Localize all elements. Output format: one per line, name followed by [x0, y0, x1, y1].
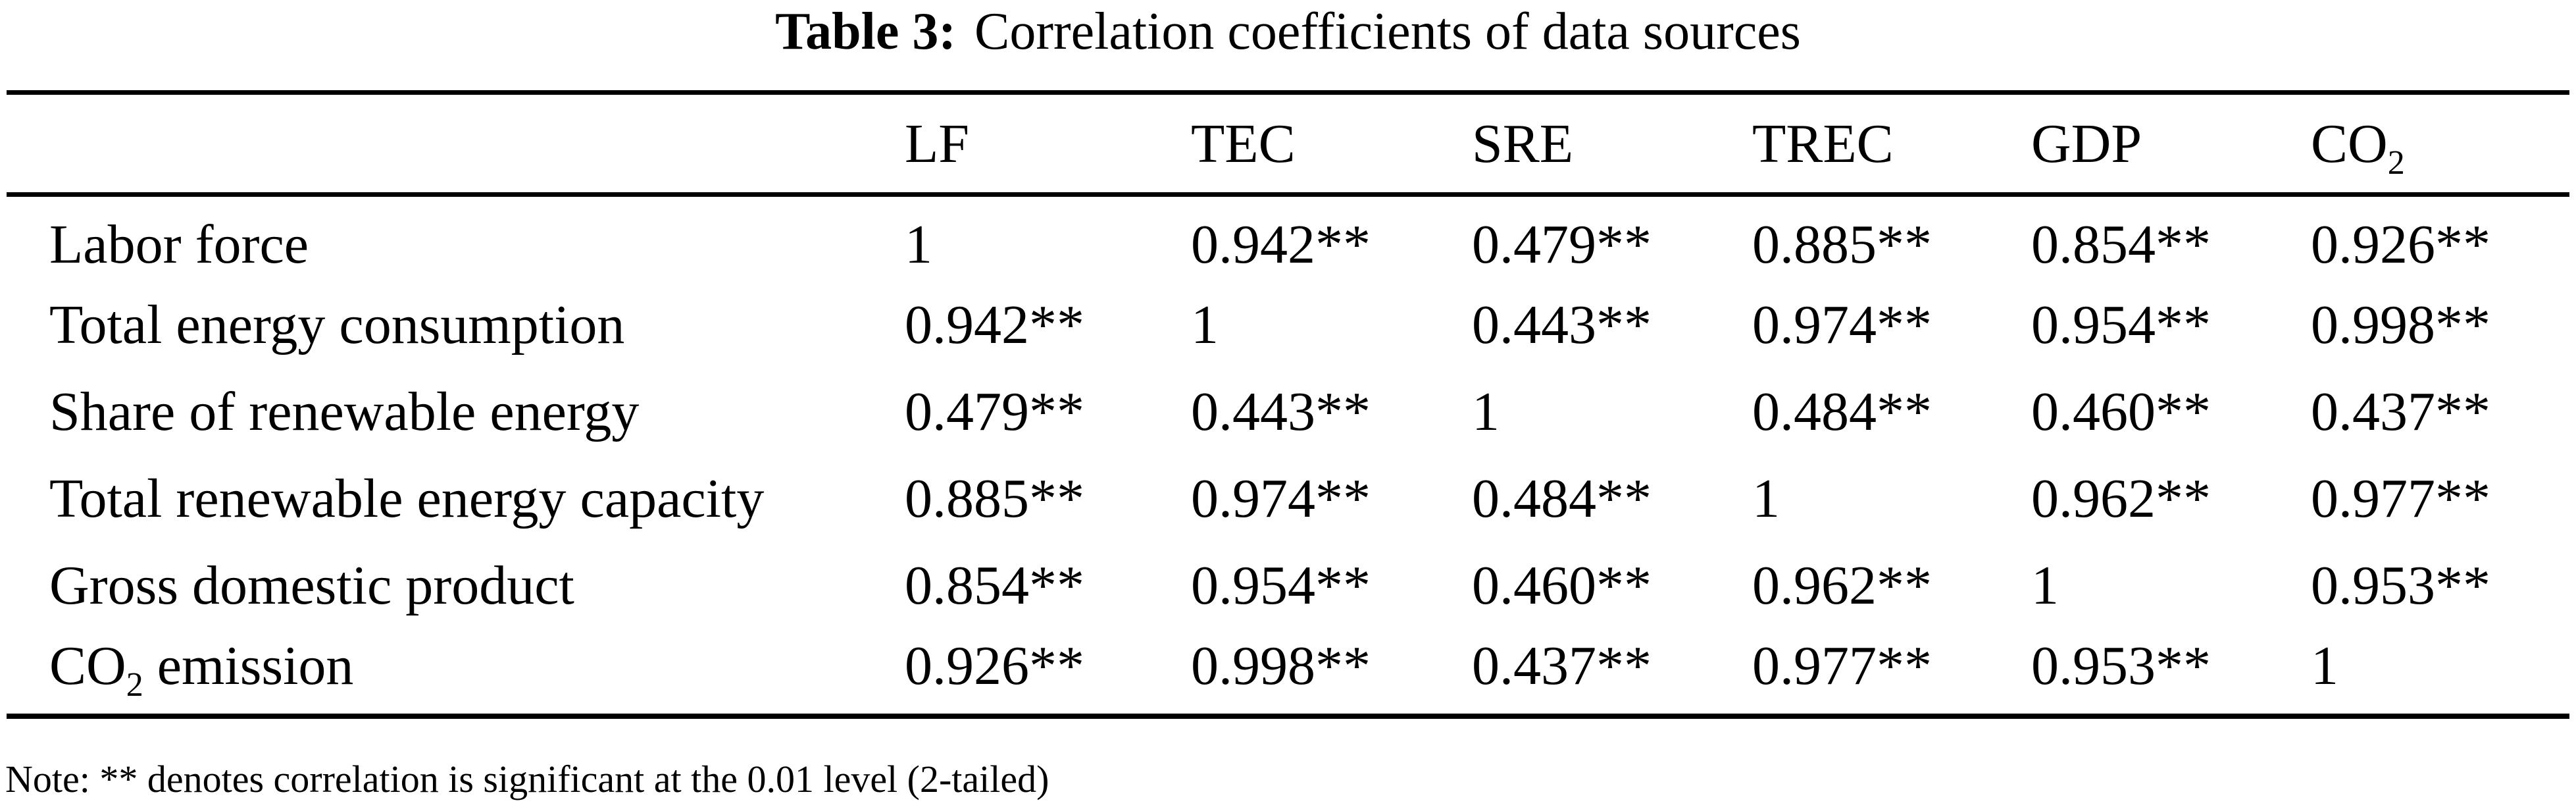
- subscript: 2: [126, 666, 143, 704]
- table-title-label: Table 3:: [775, 3, 957, 61]
- table-row: Labor force 1 0.942** 0.479** 0.885** 0.854**…: [7, 195, 2569, 282]
- correlation-value: 0.854**: [2031, 214, 2211, 276]
- table-row: CO2 emission 0.926** 0.998** 0.437** 0.977**…: [7, 629, 2569, 716]
- subscript: 2: [2387, 144, 2405, 182]
- table-title-text: Correlation coefficients of data sources: [974, 3, 1801, 61]
- column-header-trec: TREC: [1752, 113, 1894, 174]
- table-title: Table 3: Correlation coefficients of data…: [7, 1, 2569, 62]
- correlation-value: 1: [1191, 294, 1219, 355]
- correlation-value: 0.443**: [1472, 294, 1652, 355]
- correlation-value: 0.974**: [1752, 294, 1932, 355]
- correlation-value: 0.942**: [1191, 214, 1371, 276]
- header-row: LF TEC SRE TREC GDP CO2: [7, 93, 2569, 195]
- correlation-value: 0.460**: [1472, 555, 1652, 616]
- correlation-value: 1: [2031, 555, 2059, 616]
- row-label: Gross domestic product: [49, 555, 574, 616]
- header-stub-cell: [7, 93, 905, 195]
- correlation-value: 0.942**: [905, 294, 1084, 355]
- correlation-value: 0.926**: [905, 635, 1084, 696]
- correlation-value: 0.479**: [1472, 214, 1652, 276]
- column-header-tec: TEC: [1191, 113, 1296, 174]
- correlation-value: 0.443**: [1191, 381, 1371, 442]
- column-header-sre: SRE: [1472, 113, 1574, 174]
- correlation-value: 0.977**: [1752, 635, 1932, 696]
- correlation-value: 0.484**: [1752, 381, 1932, 442]
- correlation-value: 0.437**: [1472, 635, 1652, 696]
- correlation-value: 0.974**: [1191, 468, 1371, 529]
- table-body: Labor force 1 0.942** 0.479** 0.885** 0.854**…: [7, 195, 2569, 716]
- correlation-value: 0.953**: [2031, 635, 2211, 696]
- correlation-value: 0.437**: [2311, 381, 2490, 442]
- correlation-value: 1: [2311, 635, 2338, 696]
- row-label: Share of renewable energy: [49, 381, 640, 442]
- row-label: Total energy consumption: [49, 294, 625, 355]
- correlation-value: 0.977**: [2311, 468, 2490, 529]
- correlation-value: 0.954**: [2031, 294, 2211, 355]
- table-header: LF TEC SRE TREC GDP CO2: [7, 93, 2569, 195]
- row-label: Total renewable energy capacity: [49, 468, 765, 529]
- correlation-value: 0.926**: [2311, 214, 2490, 276]
- correlation-value: 0.885**: [1752, 214, 1932, 276]
- correlation-value: 0.998**: [2311, 294, 2490, 355]
- correlation-value: 0.962**: [2031, 468, 2211, 529]
- correlation-value: 1: [905, 214, 932, 276]
- correlation-value: 0.484**: [1472, 468, 1652, 529]
- table-row: Share of renewable energy 0.479** 0.443** 1…: [7, 369, 2569, 456]
- table-row: Total renewable energy capacity 0.885** 0.…: [7, 456, 2569, 542]
- table-note: Note: ** denotes correlation is signific…: [5, 758, 1049, 800]
- column-header-lf: LF: [905, 113, 970, 174]
- correlation-value: 0.962**: [1752, 555, 1932, 616]
- table-row: Total energy consumption 0.942** 1 0.443** 0…: [7, 282, 2569, 369]
- correlation-table: LF TEC SRE TREC GDP CO2 Labor force 1 0.942** 0.…: [7, 90, 2569, 719]
- column-header-gdp: GDP: [2031, 113, 2142, 174]
- column-header-co: CO2: [2311, 113, 2405, 182]
- table-row: Gross domestic product 0.854** 0.954** 0.46…: [7, 542, 2569, 629]
- correlation-value: 0.954**: [1191, 555, 1371, 616]
- correlation-value: 1: [1472, 381, 1500, 442]
- correlation-value: 0.998**: [1191, 635, 1371, 696]
- row-label: Labor force: [49, 214, 309, 276]
- correlation-value: 0.854**: [905, 555, 1084, 616]
- row-label: CO2 emission: [49, 635, 354, 704]
- correlation-value: 0.885**: [905, 468, 1084, 529]
- correlation-value: 0.953**: [2311, 555, 2490, 616]
- correlation-value: 1: [1752, 468, 1780, 529]
- correlation-value: 0.460**: [2031, 381, 2211, 442]
- correlation-value: 0.479**: [905, 381, 1084, 442]
